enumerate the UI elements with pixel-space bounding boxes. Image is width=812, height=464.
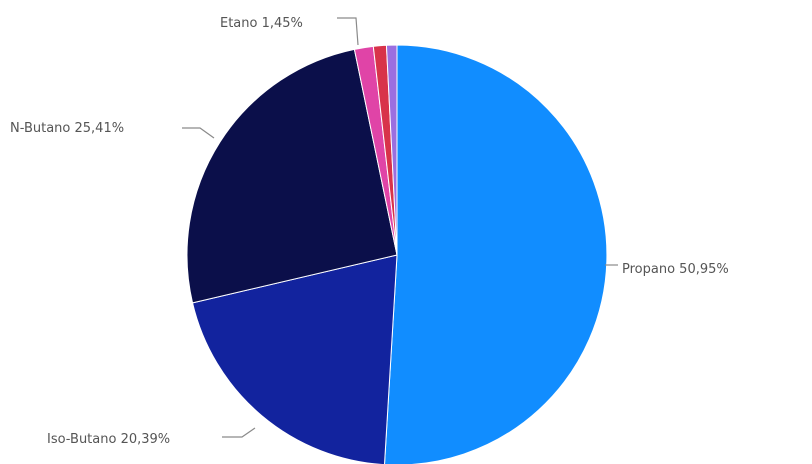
data-label-etano: Etano 1,45% bbox=[220, 16, 303, 31]
data-label-iso-butano: Iso-Butano 20,39% bbox=[47, 432, 170, 447]
leader-line-etano bbox=[337, 17, 359, 46]
data-label-propano: Propano 50,95% bbox=[622, 262, 729, 277]
leader-line-n-butano bbox=[182, 127, 215, 139]
leader-line-iso-butano bbox=[222, 427, 256, 438]
pie-slice-minor-5[interactable] bbox=[385, 44, 398, 256]
slice-labels: Propano 50,95% Iso-Butano 20,39% N-Butano … bbox=[10, 16, 729, 447]
pie-slice-iso-butano[interactable] bbox=[191, 254, 398, 464]
pie-slices bbox=[186, 44, 608, 464]
pie-slice-n-butano[interactable] bbox=[186, 48, 398, 304]
pie-slice-propano[interactable] bbox=[384, 44, 608, 464]
data-label-n-butano: N-Butano 25,41% bbox=[10, 121, 124, 136]
